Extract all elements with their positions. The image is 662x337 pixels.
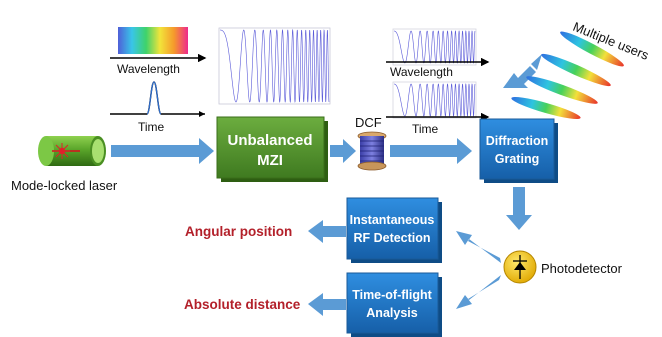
- waveform-trace: [220, 28, 330, 104]
- right-wavelength-label: Wavelength: [390, 65, 453, 79]
- beam-4: [511, 96, 581, 120]
- upper-chirp-waveform: [394, 30, 476, 64]
- user-beams: [511, 31, 624, 120]
- time-label: Time: [138, 120, 165, 134]
- beam-1: [560, 31, 624, 67]
- absolute-distance-label: Absolute distance: [184, 297, 301, 312]
- arrow-dcf-to-grating: [390, 138, 472, 164]
- lower-chirp-waveform: [394, 83, 476, 117]
- mzi-label-line1: Unbalanced: [227, 132, 312, 149]
- wavelength-label: Wavelength: [117, 62, 180, 76]
- tof-label-line1: Time-of-flight: [352, 288, 432, 302]
- spectrum-bar: [118, 27, 188, 54]
- dcf-label: DCF: [355, 115, 382, 130]
- tof-label-line2: Analysis: [366, 306, 417, 320]
- arrow-tof-to-distance: [308, 293, 346, 316]
- laser-label: Mode-locked laser: [11, 178, 118, 193]
- grating-label-line2: Grating: [495, 152, 539, 166]
- right-time-label: Time: [412, 122, 439, 136]
- pulse-peak: [146, 81, 162, 115]
- rf-detection-box: Instantaneous RF Detection: [346, 197, 442, 263]
- rf-label-line2: RF Detection: [353, 231, 430, 245]
- fiber-spool-icon: [357, 131, 387, 171]
- arrow-rf-to-angular: [308, 220, 346, 243]
- grating-box: Diffraction Grating: [479, 118, 558, 183]
- angular-position-label: Angular position: [185, 224, 292, 239]
- arrow-photodetector-to-rf: [456, 231, 501, 263]
- grating-label-line1: Diffraction: [486, 134, 549, 148]
- arrow-grating-to-photodetector: [506, 187, 532, 230]
- waveform-trace: [394, 30, 476, 64]
- mzi-label-line2: MZI: [257, 152, 283, 169]
- arrow-photodetector-to-tof: [456, 275, 501, 309]
- arrow-mzi-to-dcf: [330, 139, 356, 163]
- chirp-waveform: [220, 28, 330, 104]
- rf-label-line1: Instantaneous: [350, 213, 435, 227]
- beam-3: [526, 76, 598, 104]
- photodetector-label: Photodetector: [541, 261, 623, 276]
- tof-box: Time-of-flight Analysis: [346, 272, 442, 337]
- laser-icon: [38, 136, 106, 166]
- waveform-trace: [394, 83, 476, 117]
- time-axis-arrowhead: [199, 111, 205, 117]
- mzi-box: Unbalanced MZI: [216, 116, 328, 182]
- arrow-grating-to-users: [503, 54, 542, 88]
- arrow-laser-to-mzi: [111, 138, 214, 164]
- photodiode-icon: [503, 250, 537, 284]
- beam-2: [541, 53, 611, 87]
